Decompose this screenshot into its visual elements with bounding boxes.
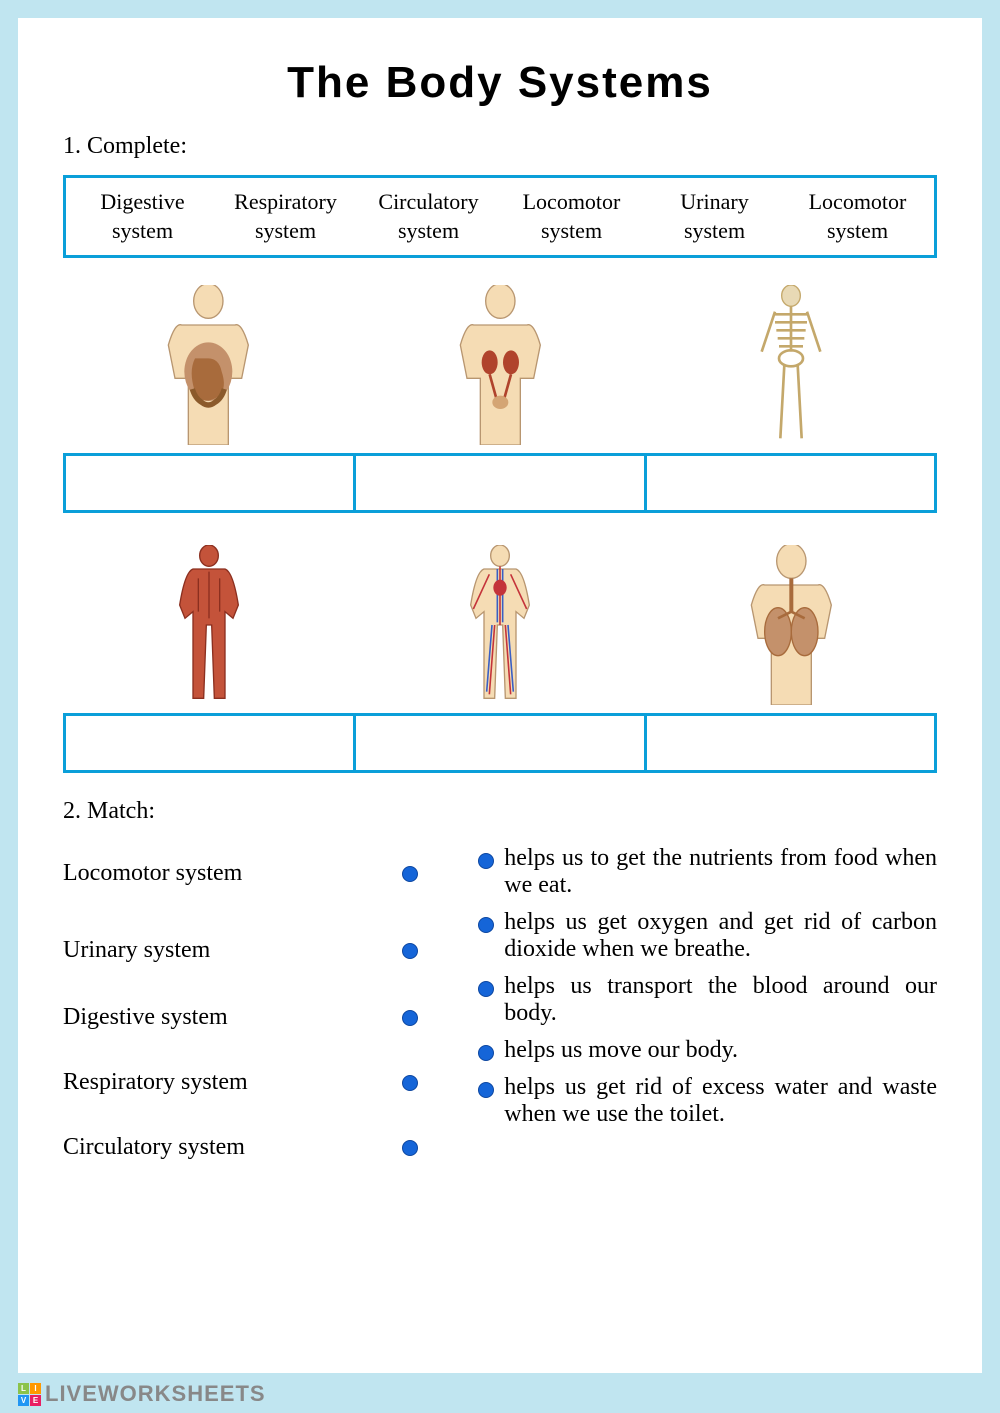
match-right-item[interactable]: helps us transport the blood around our … (478, 973, 937, 1027)
answer-input-5[interactable] (356, 713, 646, 773)
match-dot-icon (478, 981, 494, 997)
wordbank-item[interactable]: Urinarysystem (643, 188, 786, 245)
match-right-item[interactable]: helps us get rid of excess water and was… (478, 1074, 937, 1128)
answer-input-4[interactable] (63, 713, 356, 773)
wordbank-item[interactable]: Circulatorysystem (357, 188, 500, 245)
match-section: Locomotor system Urinary system Digestiv… (63, 845, 937, 1199)
watermark-logo-icon: L I V E (18, 1383, 41, 1406)
body-figure-digestive (63, 278, 354, 453)
wordbank-item[interactable]: Digestivesystem (71, 188, 214, 245)
match-left-item[interactable]: Locomotor system (63, 860, 438, 887)
match-dot-icon (402, 1075, 418, 1091)
match-left-item[interactable]: Urinary system (63, 937, 438, 964)
match-dot-icon (402, 866, 418, 882)
worksheet-page: The body systems 1. Complete: Digestives… (18, 18, 982, 1373)
section-2-label: 2. Match: (63, 798, 937, 825)
match-right-item[interactable]: helps us get oxygen and get rid of carbo… (478, 909, 937, 963)
circulatory-icon (460, 545, 540, 705)
body-figure-urinary (354, 278, 645, 453)
match-dot-icon (478, 1045, 494, 1061)
digestive-icon (155, 285, 262, 445)
match-dot-icon (478, 917, 494, 933)
answer-input-3[interactable] (647, 453, 937, 513)
body-figure-muscular (63, 538, 354, 713)
answer-input-1[interactable] (63, 453, 356, 513)
match-left-item[interactable]: Digestive system (63, 1004, 438, 1031)
match-right-item[interactable]: helps us move our body. (478, 1037, 937, 1064)
answer-input-2[interactable] (356, 453, 646, 513)
answer-input-6[interactable] (647, 713, 937, 773)
match-dot-icon (402, 1010, 418, 1026)
watermark-text: LIVEWORKSHEETS (45, 1381, 266, 1407)
match-dot-icon (478, 1082, 494, 1098)
match-right-item[interactable]: helps us to get the nutrients from food … (478, 845, 937, 899)
wordbank-item[interactable]: Respiratorysystem (214, 188, 357, 245)
skeleton-icon (751, 285, 831, 445)
watermark: L I V E LIVEWORKSHEETS (18, 1381, 266, 1407)
wordbank: Digestivesystem Respiratorysystem Circul… (63, 175, 937, 258)
body-figure-respiratory (646, 538, 937, 713)
match-left-item[interactable]: Circulatory system (63, 1134, 438, 1161)
wordbank-item[interactable]: Locomotorsystem (500, 188, 643, 245)
wordbank-item[interactable]: Locomotorsystem (786, 188, 929, 245)
muscular-icon (169, 545, 249, 705)
respiratory-icon (738, 545, 845, 705)
match-dot-icon (402, 943, 418, 959)
match-dot-icon (402, 1140, 418, 1156)
body-figure-circulatory (354, 538, 645, 713)
body-grid (63, 278, 937, 773)
urinary-icon (447, 285, 554, 445)
page-title: The body systems (63, 58, 937, 108)
match-dot-icon (478, 853, 494, 869)
body-figure-skeleton (646, 278, 937, 453)
match-left-item[interactable]: Respiratory system (63, 1069, 438, 1096)
section-1-label: 1. Complete: (63, 133, 937, 160)
